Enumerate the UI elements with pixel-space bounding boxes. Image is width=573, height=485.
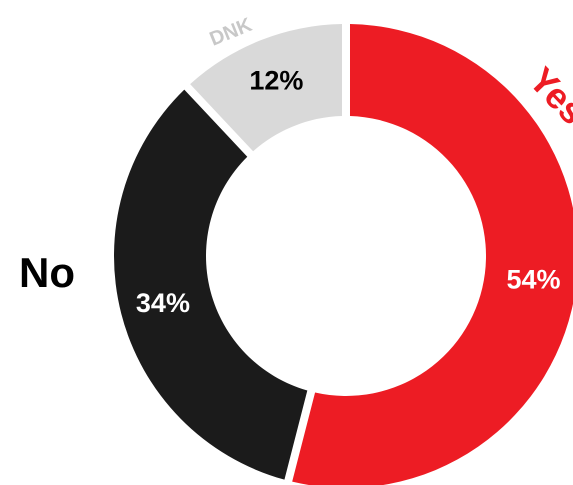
- slice-yes: [292, 24, 573, 485]
- slice-no: [113, 89, 308, 480]
- slice-group: [113, 24, 573, 485]
- value-label-yes: 54%: [506, 265, 560, 295]
- category-label-no: No: [19, 249, 75, 296]
- value-label-dnk: 12%: [249, 65, 303, 95]
- slice-dnk: [190, 24, 343, 152]
- value-label-no: 34%: [136, 288, 190, 318]
- category-label-dnk: DNK: [207, 14, 256, 51]
